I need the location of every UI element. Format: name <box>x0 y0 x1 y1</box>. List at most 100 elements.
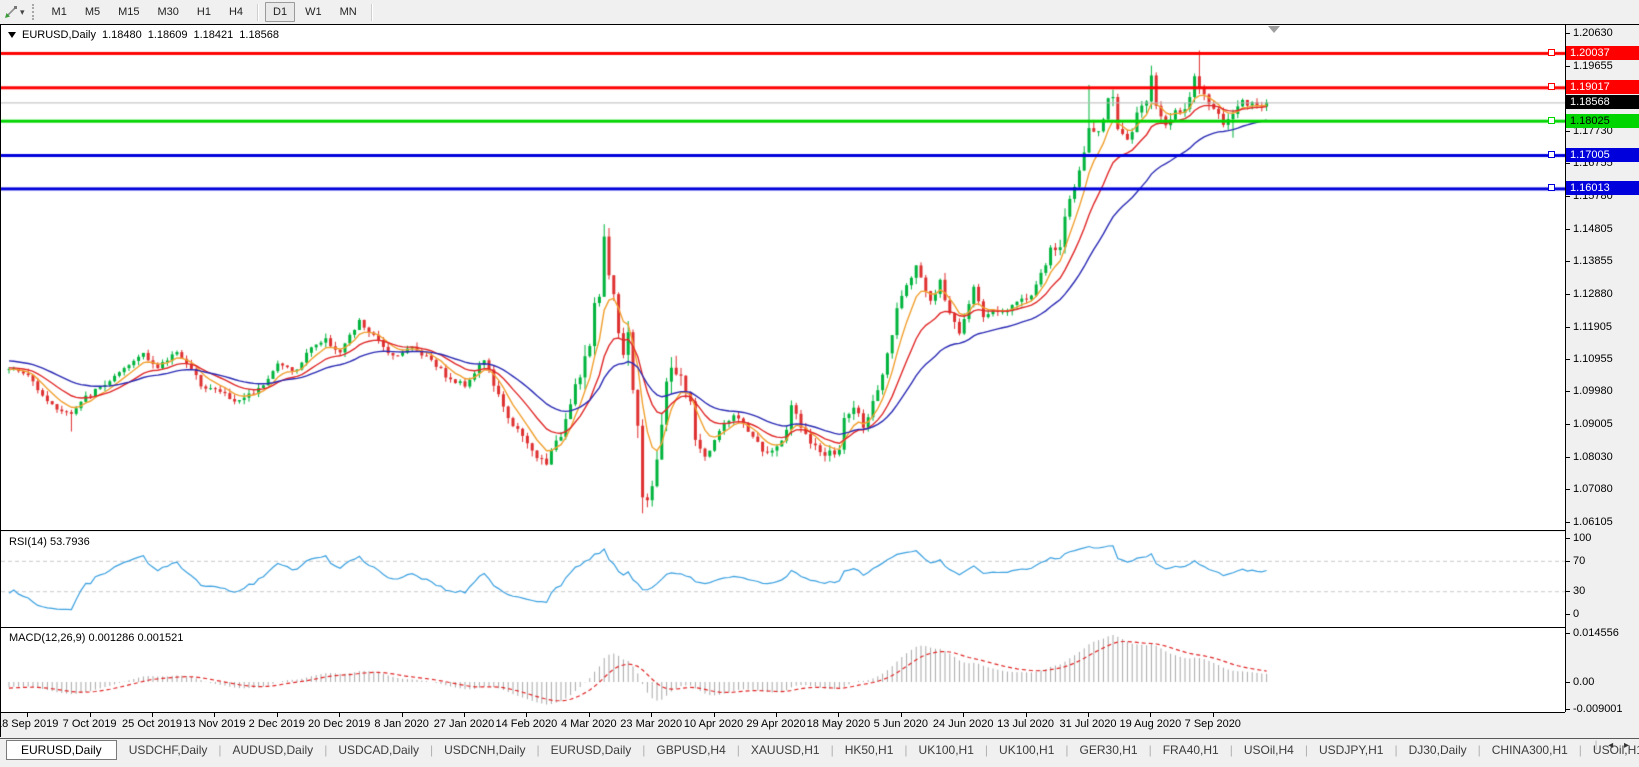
date-tick-label: 10 Apr 2020 <box>683 718 744 730</box>
price-tick-mark <box>1565 358 1570 360</box>
price-tick-mark <box>1565 457 1570 459</box>
rsi-tick-label: 30 <box>1573 585 1586 598</box>
chart-symbol: EURUSD,Daily <box>22 29 96 41</box>
macd-pane-canvas[interactable] <box>1 628 1565 712</box>
rsi-pane-canvas[interactable] <box>1 532 1565 627</box>
date-tick-label: 29 Apr 2020 <box>746 718 806 730</box>
macd-dates-separator <box>0 712 1565 713</box>
chart-tab-USOil-H1[interactable]: USOil,H1 <box>1592 743 1639 757</box>
timeframe-button-M5[interactable]: M5 <box>84 6 101 18</box>
dropdown-caret-icon[interactable]: ▾ <box>20 6 25 17</box>
chart-tab-USOil-H4[interactable]: USOil,H4 <box>1243 743 1294 757</box>
level-price-badge[interactable]: 1.17005 <box>1566 148 1639 163</box>
price-tick-label: 1.09005 <box>1573 418 1613 431</box>
timeframe-button-D1[interactable]: D1 <box>265 2 296 22</box>
level-line-handle[interactable] <box>1548 48 1555 56</box>
chart-tab-GBPUSD-H4[interactable]: GBPUSD,H4 <box>656 743 726 757</box>
macd-tick-label: 0.00 <box>1573 676 1595 688</box>
price-tick-label: 1.11905 <box>1573 320 1612 333</box>
date-tick-label: 7 Sep 2020 <box>1184 718 1241 730</box>
chart-tab-DJ30-Daily[interactable]: DJ30,Daily <box>1408 743 1467 757</box>
chart-cursor-icon[interactable] <box>3 5 19 19</box>
toolbar-separator <box>257 3 260 21</box>
level-price-badge[interactable]: 1.19017 <box>1566 80 1639 95</box>
chart-shift-marker-icon <box>1268 26 1280 33</box>
price-tick-label: 1.13855 <box>1573 255 1613 268</box>
tab-scroll-arrows: | ◂ ▸ <box>1594 740 1629 751</box>
current-price-badge: 1.18568 <box>1566 95 1639 110</box>
tab-separator: | <box>830 743 834 757</box>
level-line-handle[interactable] <box>1548 116 1555 124</box>
date-tick-mark <box>152 713 153 717</box>
date-tick-label: 18 Sep 2019 <box>0 718 59 730</box>
price-tick-label: 1.12880 <box>1573 287 1613 300</box>
price-tick-label: 1.19655 <box>1573 59 1613 72</box>
date-tick-label: 5 Jun 2020 <box>873 718 929 730</box>
chart-tab-XAUUSD-H1[interactable]: XAUUSD,H1 <box>750 743 820 757</box>
timeframe-button-H4[interactable]: H4 <box>228 6 244 18</box>
date-tick-mark <box>588 713 590 717</box>
chart-menu-icon[interactable] <box>8 32 16 38</box>
chart-tab-USDCAD-Daily[interactable]: USDCAD,Daily <box>338 743 419 757</box>
date-tick-mark <box>963 713 965 717</box>
chart-tab-bar: EURUSD,Daily USDCHF,Daily | AUDUSD,Daily | US… <box>0 738 1639 761</box>
timeframe-button-M30[interactable]: M30 <box>157 6 179 18</box>
tab-scroll-left-icon[interactable]: ◂ <box>1608 740 1614 751</box>
tab-separator: | <box>984 743 989 757</box>
date-tick-mark <box>1088 713 1089 717</box>
toolbar-grip[interactable] <box>31 4 36 20</box>
date-tick-mark <box>276 713 278 717</box>
price-tick-label: 1.10955 <box>1573 352 1613 365</box>
date-tick-mark <box>1025 713 1027 717</box>
chart-tab-EURUSD-Daily[interactable]: EURUSD,Daily <box>6 740 117 760</box>
timeframe-button-W1[interactable]: W1 <box>305 6 322 18</box>
tab-separator: | <box>1394 743 1398 757</box>
chart-tab-UK100-H1[interactable]: UK100,H1 <box>918 743 974 757</box>
level-price-badge[interactable]: 1.16013 <box>1566 181 1639 196</box>
chart-tab-AUDUSD-Daily[interactable]: AUDUSD,Daily <box>232 743 314 757</box>
tab-separator: | <box>430 743 434 757</box>
date-tick-label: 23 Mar 2020 <box>620 718 683 730</box>
level-price-badge[interactable]: 1.18025 <box>1566 113 1639 128</box>
level-price-badge[interactable]: 1.20037 <box>1566 45 1639 60</box>
timeframe-button-M15[interactable]: M15 <box>118 6 140 18</box>
rsi-macd-separator[interactable] <box>0 627 1565 628</box>
tab-separator: | <box>1148 743 1152 757</box>
chart-tab-USDCHF-Daily[interactable]: USDCHF,Daily <box>128 743 208 757</box>
price-tick-mark <box>1565 33 1570 34</box>
date-tick-mark <box>339 713 341 717</box>
price-tick-mark <box>1565 391 1570 393</box>
timeframe-button-H1[interactable]: H1 <box>196 6 211 18</box>
chart-window-top-border <box>0 24 1639 25</box>
tab-scroll-right-icon[interactable]: ▸ <box>1623 740 1629 751</box>
chart-tab-USDCNH-Daily[interactable]: USDCNH,Daily <box>444 743 526 757</box>
price-axis-line <box>1565 24 1566 712</box>
date-tick-label: 25 Oct 2019 <box>122 718 182 730</box>
price-tick-label: 1.14805 <box>1573 223 1613 236</box>
price-tick-mark <box>1565 293 1570 295</box>
tab-separator: | <box>1578 743 1582 757</box>
chart-tab-HK50-H1[interactable]: HK50,H1 <box>844 743 894 757</box>
tab-separator: | <box>536 743 540 757</box>
ohlc-open: 1.18480 <box>101 29 142 41</box>
level-line-handle[interactable] <box>1548 151 1555 159</box>
price-tick-mark <box>1565 424 1570 426</box>
price-tick-label: 1.07080 <box>1573 483 1613 496</box>
date-tick-label: 13 Jul 2020 <box>997 718 1055 730</box>
macd-tick-mark <box>1565 682 1570 683</box>
chart-tab-EURUSD-Daily[interactable]: EURUSD,Daily <box>550 743 632 757</box>
chart-tab-FRA40-H1[interactable]: FRA40,H1 <box>1162 743 1219 757</box>
level-line-handle[interactable] <box>1548 184 1555 192</box>
date-tick-label: 19 Aug 2020 <box>1119 718 1182 730</box>
chart-tab-GER30-H1[interactable]: GER30,H1 <box>1079 743 1138 757</box>
price-tick-mark <box>1565 130 1570 132</box>
chart-tab-UK100-H1[interactable]: UK100,H1 <box>999 743 1055 757</box>
timeframe-button-MN[interactable]: MN <box>339 6 357 18</box>
main-rsi-separator[interactable] <box>0 530 1565 531</box>
timeframe-button-M1[interactable]: M1 <box>51 6 67 18</box>
level-line-handle[interactable] <box>1548 83 1555 91</box>
chart-tab-USDJPY-H1[interactable]: USDJPY,H1 <box>1318 743 1384 757</box>
main-chart-canvas[interactable] <box>1 25 1565 530</box>
tab-separator: | <box>642 743 646 757</box>
chart-tab-CHINA300-H1[interactable]: CHINA300,H1 <box>1491 743 1568 757</box>
